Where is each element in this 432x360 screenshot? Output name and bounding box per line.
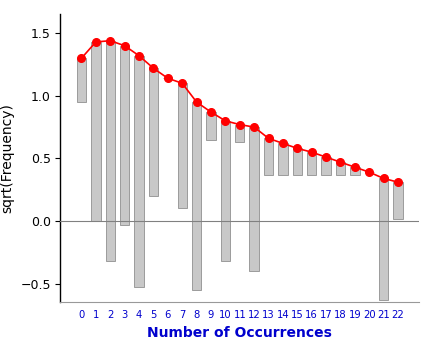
X-axis label: Number of Occurrences: Number of Occurrences — [147, 325, 332, 339]
Bar — [178, 83, 187, 208]
Bar — [120, 46, 129, 225]
Bar — [149, 68, 158, 196]
Bar — [77, 58, 86, 102]
Bar — [307, 152, 316, 175]
Bar — [394, 182, 403, 219]
Bar — [350, 167, 359, 175]
Bar — [264, 138, 273, 175]
Bar — [192, 102, 201, 290]
Y-axis label: sqrt(Frequency): sqrt(Frequency) — [1, 103, 15, 213]
Bar — [379, 179, 388, 300]
Bar — [249, 127, 259, 271]
Bar — [221, 121, 230, 261]
Bar — [292, 148, 302, 175]
Bar — [134, 56, 144, 287]
Bar — [206, 112, 216, 140]
Bar — [321, 157, 331, 175]
Bar — [336, 162, 345, 175]
Bar — [278, 143, 288, 175]
Bar — [105, 41, 115, 261]
Bar — [91, 42, 101, 221]
Bar — [235, 125, 245, 142]
